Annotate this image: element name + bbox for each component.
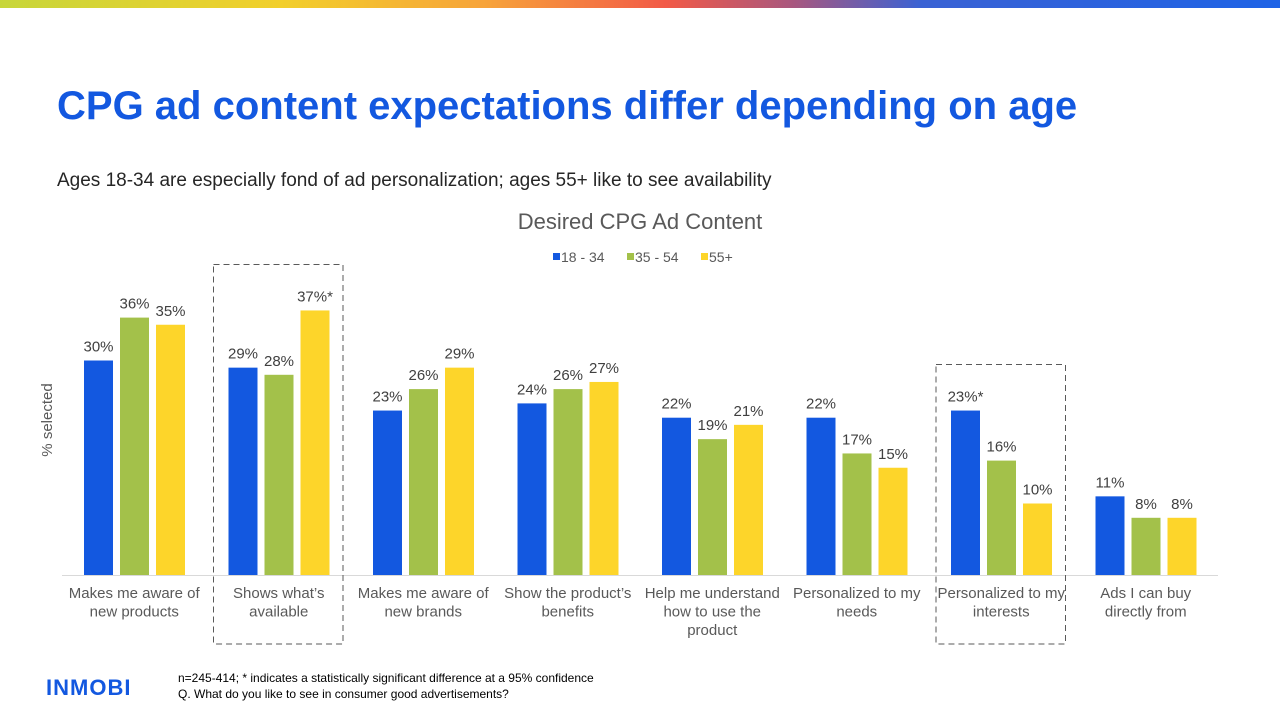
bar-1-1 bbox=[264, 374, 294, 575]
category-label-7-0: Ads I can buy bbox=[1100, 585, 1191, 602]
bar-6-1 bbox=[987, 460, 1016, 575]
bar-5-2 bbox=[878, 467, 908, 575]
category-label-4-0: Help me understand bbox=[645, 585, 780, 602]
bar-5-1 bbox=[842, 453, 872, 575]
category-label-2-1: new brands bbox=[384, 604, 462, 621]
legend-swatch-0 bbox=[553, 253, 560, 260]
category-label-3-0: Show the product’s bbox=[504, 585, 631, 602]
bar-6-2 bbox=[1023, 503, 1052, 575]
legend-label-2: 55+ bbox=[709, 249, 733, 265]
bar-3-1 bbox=[553, 389, 583, 575]
category-label-2-0: Makes me aware of bbox=[358, 585, 490, 602]
data-label-7-0: 11% bbox=[1096, 474, 1125, 491]
category-label-5-0: Personalized to my bbox=[793, 585, 921, 602]
data-label-4-0: 22% bbox=[661, 396, 691, 413]
bar-3-0 bbox=[517, 403, 547, 575]
bar-4-1 bbox=[698, 439, 727, 575]
footnote-question: Q. What do you like to see in consumer g… bbox=[178, 687, 509, 701]
inmobi-logo: INMOBI bbox=[46, 675, 132, 700]
bar-7-1 bbox=[1131, 517, 1161, 575]
data-label-5-0: 22% bbox=[806, 396, 836, 413]
data-label-1-2: 37%* bbox=[297, 288, 333, 305]
category-label-4-2: product bbox=[687, 622, 738, 639]
category-label-3-1: benefits bbox=[541, 604, 594, 621]
data-label-3-1: 26% bbox=[553, 367, 583, 384]
data-label-5-2: 15% bbox=[878, 446, 908, 463]
data-label-3-0: 24% bbox=[517, 381, 547, 398]
data-label-4-1: 19% bbox=[697, 417, 727, 434]
bar-6-0 bbox=[951, 410, 980, 575]
bar-3-2 bbox=[589, 381, 619, 575]
data-label-0-2: 35% bbox=[155, 303, 185, 320]
category-label-5-1: needs bbox=[836, 604, 877, 621]
legend-swatch-1 bbox=[627, 253, 634, 260]
bar-5-0 bbox=[806, 417, 836, 575]
page-subtitle: Ages 18-34 are especially fond of ad per… bbox=[57, 170, 772, 191]
page-title: CPG ad content expectations differ depen… bbox=[57, 84, 1078, 128]
bar-4-0 bbox=[662, 417, 691, 575]
category-label-6-0: Personalized to my bbox=[937, 585, 1065, 602]
bar-0-1 bbox=[120, 317, 149, 575]
data-label-2-0: 23% bbox=[372, 389, 402, 406]
data-label-1-0: 29% bbox=[228, 346, 258, 363]
bar-4-2 bbox=[734, 424, 763, 575]
category-label-1-0: Shows what’s bbox=[233, 585, 324, 602]
bar-2-2 bbox=[445, 367, 474, 575]
data-label-0-0: 30% bbox=[83, 339, 113, 356]
data-label-0-1: 36% bbox=[119, 296, 149, 313]
top-gradient-bar bbox=[0, 0, 1280, 8]
bar-7-0 bbox=[1095, 496, 1125, 575]
chart-title: Desired CPG Ad Content bbox=[518, 209, 763, 234]
data-label-2-1: 26% bbox=[408, 367, 438, 384]
highlight-box-1 bbox=[213, 263, 344, 645]
data-label-7-2: 8% bbox=[1171, 496, 1193, 513]
bar-0-0 bbox=[84, 360, 113, 575]
footnote-sample: n=245-414; * indicates a statistically s… bbox=[178, 671, 594, 685]
bar-7-2 bbox=[1167, 517, 1197, 575]
bar-2-0 bbox=[373, 410, 402, 575]
highlight-box-6 bbox=[935, 364, 1066, 645]
data-label-6-2: 10% bbox=[1022, 482, 1052, 499]
legend-swatch-2 bbox=[701, 253, 708, 260]
data-label-1-1: 28% bbox=[264, 353, 294, 370]
bar-1-0 bbox=[228, 367, 258, 575]
legend-label-0: 18 - 34 bbox=[561, 249, 605, 265]
data-label-7-1: 8% bbox=[1135, 496, 1157, 513]
legend-label-1: 35 - 54 bbox=[635, 249, 679, 265]
bar-0-2 bbox=[156, 324, 185, 575]
data-label-6-0: 23%* bbox=[948, 389, 984, 406]
category-label-7-1: directly from bbox=[1105, 604, 1187, 621]
data-label-5-1: 17% bbox=[842, 431, 872, 448]
category-label-6-1: interests bbox=[973, 604, 1030, 621]
category-label-1-1: available bbox=[249, 604, 308, 621]
category-label-4-1: how to use the bbox=[663, 604, 761, 621]
bar-2-1 bbox=[409, 389, 438, 575]
y-axis-label: % selected bbox=[39, 383, 56, 456]
category-label-0-1: new products bbox=[90, 604, 179, 621]
data-label-3-2: 27% bbox=[589, 360, 619, 377]
category-label-0-0: Makes me aware of bbox=[69, 585, 201, 602]
data-label-6-1: 16% bbox=[986, 439, 1016, 456]
data-label-4-2: 21% bbox=[733, 403, 763, 420]
data-label-2-2: 29% bbox=[444, 346, 474, 363]
bar-1-2 bbox=[300, 310, 330, 575]
